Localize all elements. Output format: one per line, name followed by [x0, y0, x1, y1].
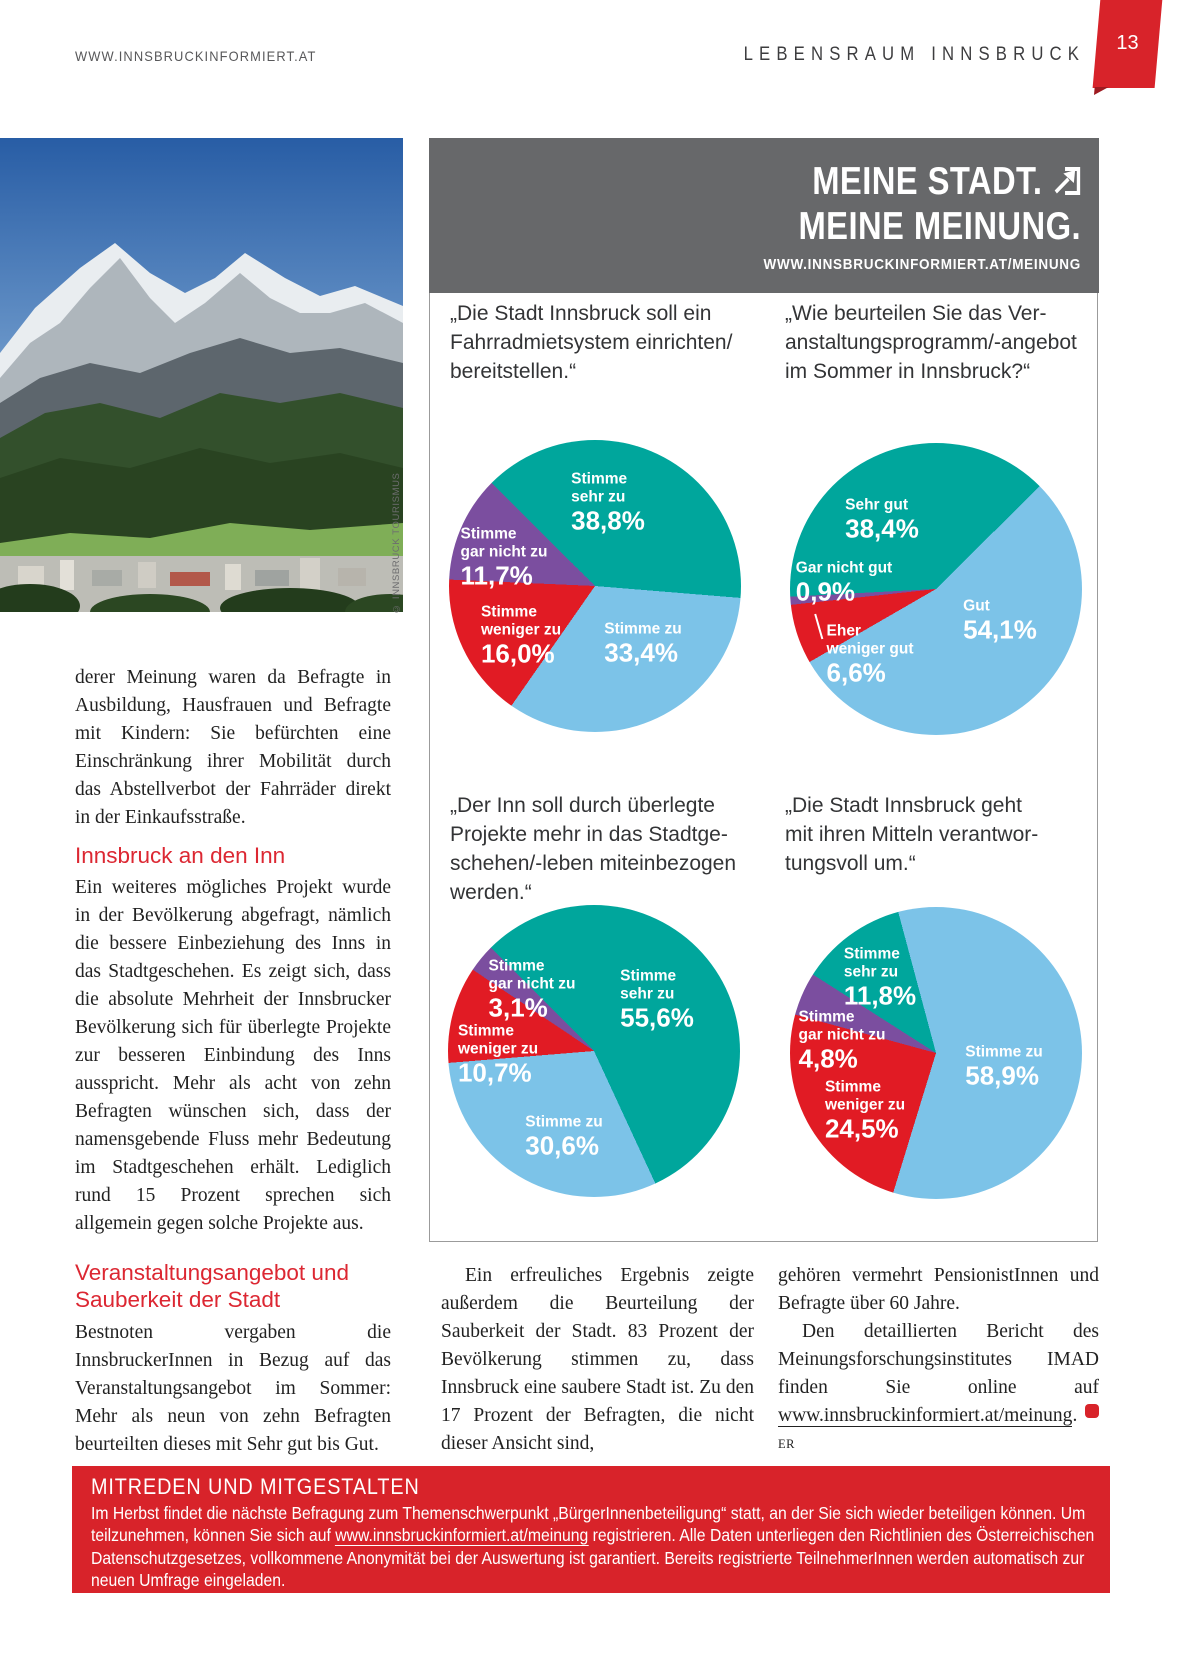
survey-panel: MEINE STADT. MEINE MEINUNG. WWW.INNSBRUC…	[429, 138, 1099, 1242]
pie-slice-label: Stimme gar nicht zu 3,1%	[488, 957, 576, 1023]
body-paragraph: Ein erfreuliches Ergebnis zeigte außerde…	[441, 1265, 754, 1454]
page-number: 13	[1116, 32, 1139, 54]
body-text: Den detaillierten Bericht des Meinungsfo…	[778, 1321, 1099, 1398]
pie-slice-label: Stimme weniger zu 16,0%	[480, 603, 562, 669]
subheading-innsbruck-an-den-inn: Innsbruck an den Inn	[75, 843, 286, 868]
banner-title-line1: MEINE STADT.	[812, 160, 1043, 203]
pie-slice-label: Sehr gut 38,4%	[845, 496, 919, 544]
body-paragraph: gehören vermehrt PensionistInnen und Bef…	[778, 1265, 1099, 1314]
innsbruck-photo	[0, 138, 403, 612]
body-paragraph: Den detaillierten Bericht des Meinungsfo…	[778, 1318, 1099, 1461]
banner-url[interactable]: WWW.INNSBRUCKINFORMIERT.AT/MEINUNG	[763, 256, 1081, 273]
question-mittel-verantwortung: „Die Stadt Innsbruck geht mit ihren Mitt…	[785, 794, 1039, 875]
footer-text: Im Herbst findet die nächste Befragung z…	[91, 1502, 1099, 1592]
pie-slice-label: Stimme zu 33,4%	[604, 620, 682, 668]
pie-chart-veranstaltungsprogramm: Sehr gut 38,4% Gut 54,1% Eher weniger gut 6,6…	[790, 443, 1082, 735]
body-paragraph: Bestnoten vergaben die InnsbruckerInnen …	[75, 1322, 391, 1455]
section-title: LEBENSRAUM INNSBRUCK	[743, 44, 1085, 65]
pie-slice-label: Stimme sehr zu 55,6%	[620, 967, 694, 1033]
author-initials: ER	[778, 1437, 795, 1451]
end-of-article-marker	[1085, 1404, 1099, 1418]
page-number-badge: 13	[1092, 0, 1163, 88]
pie-slice-label: Stimme zu 58,9%	[965, 1043, 1043, 1091]
pie-slice-label: Gar nicht gut 0,9%	[795, 559, 893, 607]
pie-slice-label: Stimme sehr zu 38,8%	[571, 470, 645, 536]
pie-slice-label: Gut 54,1%	[963, 597, 1037, 645]
pie-slice-label: Eher weniger gut 6,6%	[826, 622, 914, 688]
pie-slice-label: Stimme gar nicht zu 4,8%	[798, 1008, 886, 1074]
pie-slice-label: Stimme weniger zu 24,5%	[824, 1078, 906, 1144]
article-column-3: gehören vermehrt PensionistInnen und Bef…	[778, 1262, 1099, 1461]
pie-slice-label: Stimme gar nicht zu 11,7%	[460, 525, 548, 591]
photo-credit: © INNSBRUCK TOURISMUS	[391, 472, 402, 615]
footer-meinung-link[interactable]: www.innsbruckinformiert.at/meinung	[335, 1525, 589, 1547]
footer-callout-box: MITREDEN UND MITGESTALTEN Im Herbst find…	[72, 1466, 1110, 1593]
pie-chart-fahrradmietsystem: Stimme sehr zu 38,8% Stimme zu 33,4% Stimme …	[449, 440, 741, 732]
meinung-link[interactable]: www.innsbruckinformiert.at/meinung	[778, 1405, 1073, 1427]
mountain-city-illustration	[0, 138, 403, 612]
question-veranstaltungsprogramm: „Wie beurteilen Sie das Ver- anstaltungs…	[785, 302, 1077, 383]
article-column-2: Ein erfreuliches Ergebnis zeigte außerde…	[441, 1262, 754, 1458]
question-fahrradmietsystem: „Die Stadt Innsbruck soll ein Fahrradmie…	[450, 302, 733, 383]
site-url: WWW.INNSBRUCKINFORMIERT.AT	[75, 48, 317, 64]
article-column-1: derer Meinung waren da Befragte in Ausbi…	[75, 664, 391, 1459]
pie-chart-mittel-verantwortung: Stimme zu 58,9% Stimme weniger zu 24,5% Stim…	[790, 907, 1082, 1199]
survey-banner: MEINE STADT. MEINE MEINUNG. WWW.INNSBRUC…	[429, 138, 1099, 293]
body-text: .	[1072, 1405, 1078, 1426]
pie-chart-inn-projekte: Stimme sehr zu 55,6% Stimme zu 30,6% Stimme …	[448, 905, 740, 1197]
subheading-veranstaltungsangebot: Veranstaltungsangebot und Sauberkeit der…	[75, 1260, 349, 1312]
footer-text-segment: registrieren. Alle Daten unterliegen den…	[91, 1525, 1095, 1591]
body-paragraph: Ein weiteres mögliches Projekt wurde in …	[75, 877, 391, 1234]
body-paragraph: derer Meinung waren da Befragte in Ausbi…	[75, 667, 391, 828]
pie-slice-label: Stimme weniger zu 10,7%	[457, 1022, 539, 1088]
banner-title-line2: MEINE MEINUNG.	[798, 205, 1081, 248]
footer-title: MITREDEN UND MITGESTALTEN	[91, 1474, 420, 1499]
arrow-up-right-icon	[1052, 162, 1081, 205]
footer-text-segment: Im Herbst findet die nächste Befragung z…	[91, 1503, 1086, 1546]
pie-slice-label: Stimme zu 30,6%	[525, 1113, 603, 1161]
question-inn-projekte: „Der Inn soll durch überlegte Projekte m…	[450, 794, 737, 904]
banner-title: MEINE STADT. MEINE MEINUNG.	[533, 160, 1081, 248]
pie-slice-label: Stimme sehr zu 11,8%	[843, 945, 917, 1011]
